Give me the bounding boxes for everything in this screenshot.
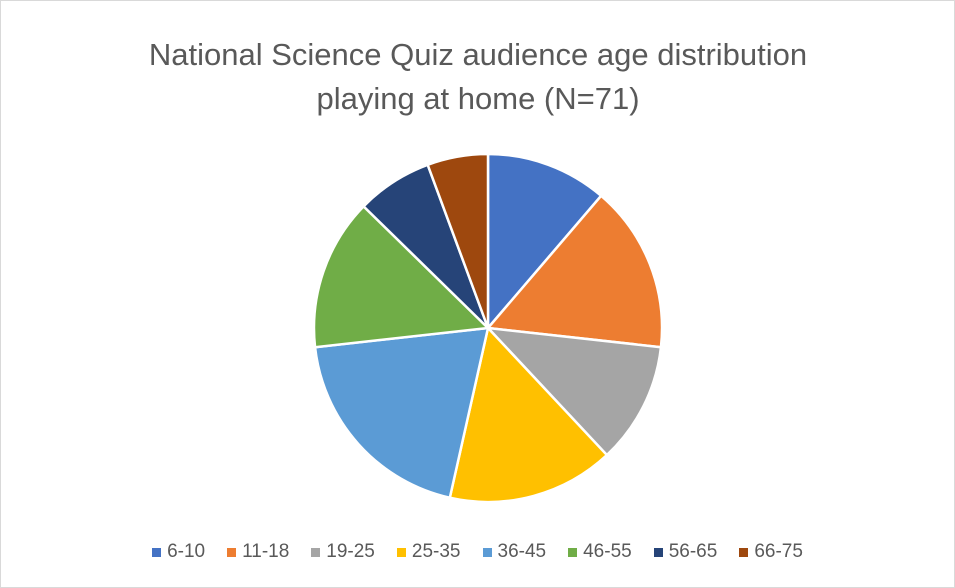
legend-label: 11-18 — [242, 541, 290, 562]
legend-item: 19-25 — [311, 541, 375, 563]
legend-item: 56-65 — [653, 541, 718, 563]
legend-swatch — [227, 547, 237, 557]
legend-swatch — [396, 547, 406, 557]
legend-label: 66-75 — [754, 541, 803, 562]
pie-slice — [312, 204, 491, 349]
legend-label: 6-10 — [167, 541, 206, 562]
pie-slice — [485, 194, 664, 349]
legend-label: 46-55 — [583, 541, 632, 562]
legend-swatch — [739, 547, 749, 557]
legend-label: 36-45 — [497, 541, 547, 562]
pie-slice — [313, 326, 490, 500]
legend-item: 66-75 — [739, 541, 803, 563]
legend-item: 6-10 — [152, 541, 205, 563]
legend-swatch — [482, 547, 492, 557]
legend-item: 11-18 — [227, 541, 289, 563]
legend-label: 25-35 — [411, 541, 461, 562]
legend-swatch — [311, 547, 321, 557]
legend: 6-10 11-18 19-25 25-35 36-45 46-55 56-65 66-75 — [1, 541, 954, 563]
pie-slice — [448, 325, 609, 504]
legend-item: 25-35 — [396, 541, 461, 563]
legend-swatch — [568, 547, 578, 557]
legend-item: 36-45 — [482, 541, 547, 563]
chart-title: National Science Quiz audience age distr… — [148, 37, 808, 116]
legend-swatch — [152, 547, 162, 557]
legend-label: 56-65 — [668, 541, 718, 562]
legend-item: 46-55 — [568, 541, 632, 563]
legend-label: 19-25 — [326, 541, 375, 562]
pie-slice — [426, 152, 490, 329]
legend-swatch — [653, 547, 663, 557]
pie-slice — [484, 326, 663, 457]
pie-slice — [486, 152, 603, 332]
